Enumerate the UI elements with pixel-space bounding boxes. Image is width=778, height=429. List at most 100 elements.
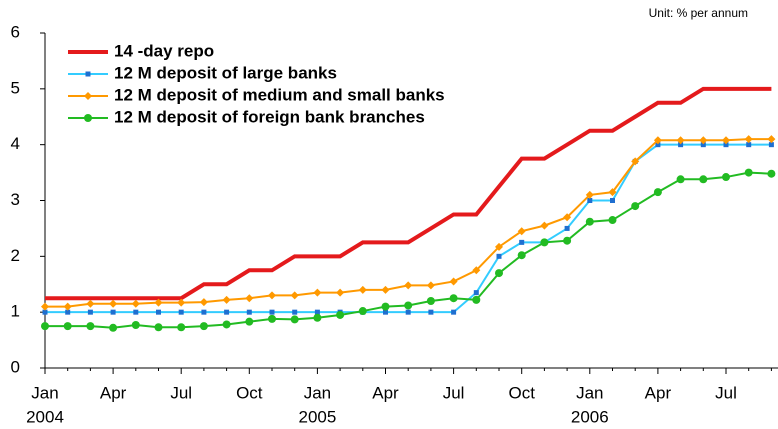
marker (517, 227, 526, 236)
series (41, 135, 776, 311)
marker (245, 294, 254, 303)
marker (404, 301, 413, 310)
x-tick-label: Apr (372, 383, 399, 402)
series (41, 168, 776, 332)
marker (41, 302, 49, 311)
line (45, 86, 772, 301)
marker (744, 135, 753, 144)
marker (767, 169, 776, 178)
year-label: 2004 (26, 407, 64, 426)
marker (110, 309, 116, 315)
marker (383, 309, 388, 315)
marker (290, 315, 299, 324)
marker (495, 242, 503, 251)
marker (722, 136, 730, 145)
marker (496, 253, 502, 259)
marker (564, 225, 570, 231)
marker (519, 239, 525, 245)
marker (86, 299, 95, 308)
marker (381, 302, 390, 311)
marker (449, 277, 458, 286)
y-tick-label: 0 (11, 357, 20, 376)
marker (723, 142, 729, 148)
marker (608, 188, 617, 197)
marker (177, 323, 186, 332)
marker (517, 251, 526, 260)
marker (768, 142, 774, 148)
y-tick-label: 3 (11, 190, 20, 209)
marker (358, 285, 367, 294)
marker (109, 323, 118, 332)
marker (678, 142, 684, 148)
marker (631, 202, 640, 211)
x-tick-label: Jan (31, 383, 58, 402)
marker (269, 309, 275, 315)
y-tick-label: 5 (11, 78, 20, 97)
marker (224, 309, 230, 315)
x-tick-label: Apr (100, 383, 127, 402)
marker (222, 320, 231, 329)
unit-label: Unit: % per annum (649, 6, 748, 20)
series (45, 86, 772, 301)
series (42, 142, 774, 315)
marker (131, 321, 140, 330)
marker (610, 198, 615, 203)
marker (41, 322, 49, 331)
marker (585, 190, 594, 199)
marker (426, 281, 435, 290)
marker (746, 142, 752, 148)
marker (336, 310, 345, 319)
y-tick-label: 2 (11, 246, 20, 265)
marker (608, 216, 617, 225)
marker (676, 175, 685, 184)
marker (313, 313, 322, 322)
year-label: 2005 (298, 407, 336, 426)
marker (472, 295, 481, 304)
marker (133, 309, 139, 315)
y-tick-label: 1 (11, 302, 20, 321)
marker (177, 298, 186, 307)
year-label: 2006 (571, 407, 609, 426)
legend-label: 14 -day repo (114, 41, 214, 60)
marker (268, 314, 276, 323)
marker (631, 157, 640, 166)
marker (84, 114, 92, 122)
marker (405, 309, 411, 315)
marker (245, 317, 254, 326)
marker (451, 309, 457, 315)
marker (744, 168, 753, 177)
marker (495, 269, 503, 278)
x-tick-label: Jul (170, 383, 192, 402)
marker (199, 322, 208, 331)
marker (199, 298, 208, 307)
marker (540, 238, 549, 247)
marker (154, 298, 163, 307)
legend-label: 12 M deposit of medium and small banks (114, 85, 445, 104)
marker (358, 307, 367, 316)
marker (699, 175, 708, 184)
marker (563, 213, 572, 222)
marker (699, 136, 708, 145)
marker (313, 288, 322, 297)
legend-label: 12 M deposit of foreign bank branches (114, 107, 425, 126)
marker (655, 142, 661, 148)
x-tick-label: Jan (576, 383, 603, 402)
marker (314, 309, 320, 315)
marker (63, 302, 72, 311)
marker (381, 285, 390, 294)
marker (473, 290, 479, 296)
marker (722, 173, 730, 182)
legend-label: 12 M deposit of large banks (114, 63, 337, 82)
marker (42, 309, 48, 315)
marker (156, 309, 161, 315)
x-tick-label: Apr (645, 383, 672, 402)
marker (178, 309, 184, 315)
marker (428, 309, 434, 315)
x-tick-label: Jul (715, 383, 737, 402)
marker (540, 221, 549, 230)
marker (86, 322, 95, 331)
marker (676, 136, 685, 145)
marker (653, 188, 662, 197)
marker (292, 309, 298, 315)
marker (653, 136, 662, 145)
